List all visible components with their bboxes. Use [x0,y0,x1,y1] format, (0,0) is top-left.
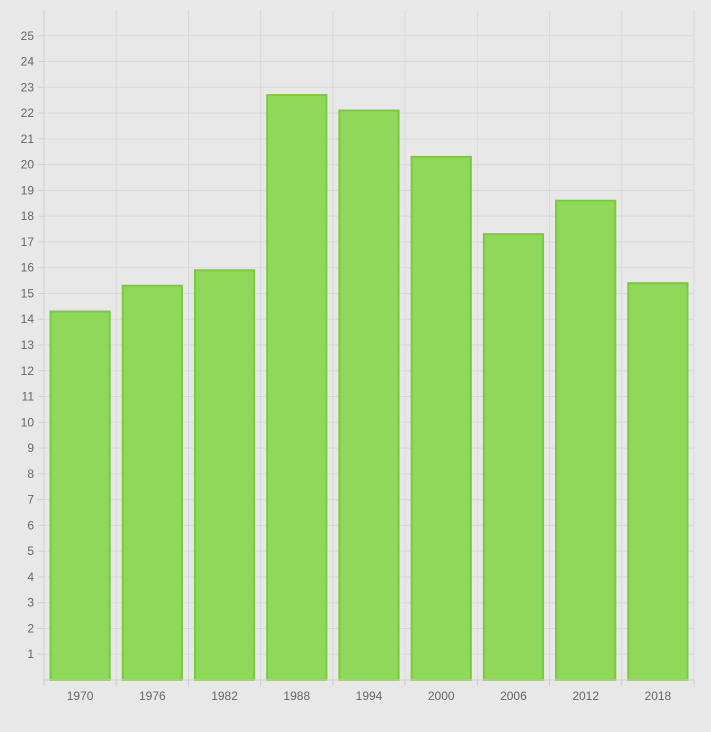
y-tick-label: 5 [27,544,34,558]
y-tick-label: 20 [21,158,35,172]
x-tick-label: 2006 [500,689,527,703]
y-tick-label: 17 [21,235,35,249]
y-tick-label: 2 [27,621,34,635]
y-tick-label: 10 [21,415,35,429]
y-tick-label: 7 [27,493,34,507]
y-tick-label: 1 [27,647,34,661]
y-tick-label: 25 [21,29,35,43]
y-tick-label: 24 [21,55,35,69]
y-tick-label: 16 [21,261,35,275]
axes [38,10,695,686]
bar-1976[interactable] [121,284,183,681]
y-tick-label: 15 [21,286,35,300]
y-tick-label: 18 [21,209,35,223]
bar-1982[interactable] [193,269,256,681]
y-tick-labels: 1234567891011121314151617181920212223242… [21,29,35,661]
y-tick-label: 8 [27,467,34,481]
x-tick-label: 2012 [572,689,599,703]
x-tick-label: 1988 [283,689,310,703]
y-tick-label: 4 [27,570,34,584]
y-tick-label: 9 [27,441,34,455]
y-tick-label: 23 [21,80,35,94]
x-tick-label: 1970 [67,689,94,703]
x-tick-label: 1976 [139,689,166,703]
x-tick-label: 2018 [645,689,672,703]
bar-1994[interactable] [338,109,400,681]
y-tick-label: 12 [21,364,35,378]
bar-2000[interactable] [410,155,472,681]
y-tick-label: 3 [27,596,34,610]
y-tick-label: 13 [21,338,35,352]
bar-2018[interactable] [627,282,689,681]
x-tick-label: 1994 [356,689,383,703]
y-tick-label: 21 [21,132,35,146]
bar-2012[interactable] [555,199,617,681]
bar-1970[interactable] [49,310,111,681]
y-tick-label: 14 [21,312,35,326]
y-tick-label: 22 [21,106,35,120]
bars [49,94,689,682]
y-tick-label: 19 [21,183,35,197]
y-tick-label: 11 [22,390,35,404]
y-tick-label: 6 [27,518,34,532]
x-tick-labels: 1970 1976 1982 1988 1994 2000 2006 2012 2018 [67,689,672,703]
bar-2006[interactable] [482,233,545,681]
x-tick-label: 2000 [428,689,455,703]
x-tick-label: 1982 [211,689,238,703]
bar-1988[interactable] [266,94,328,682]
